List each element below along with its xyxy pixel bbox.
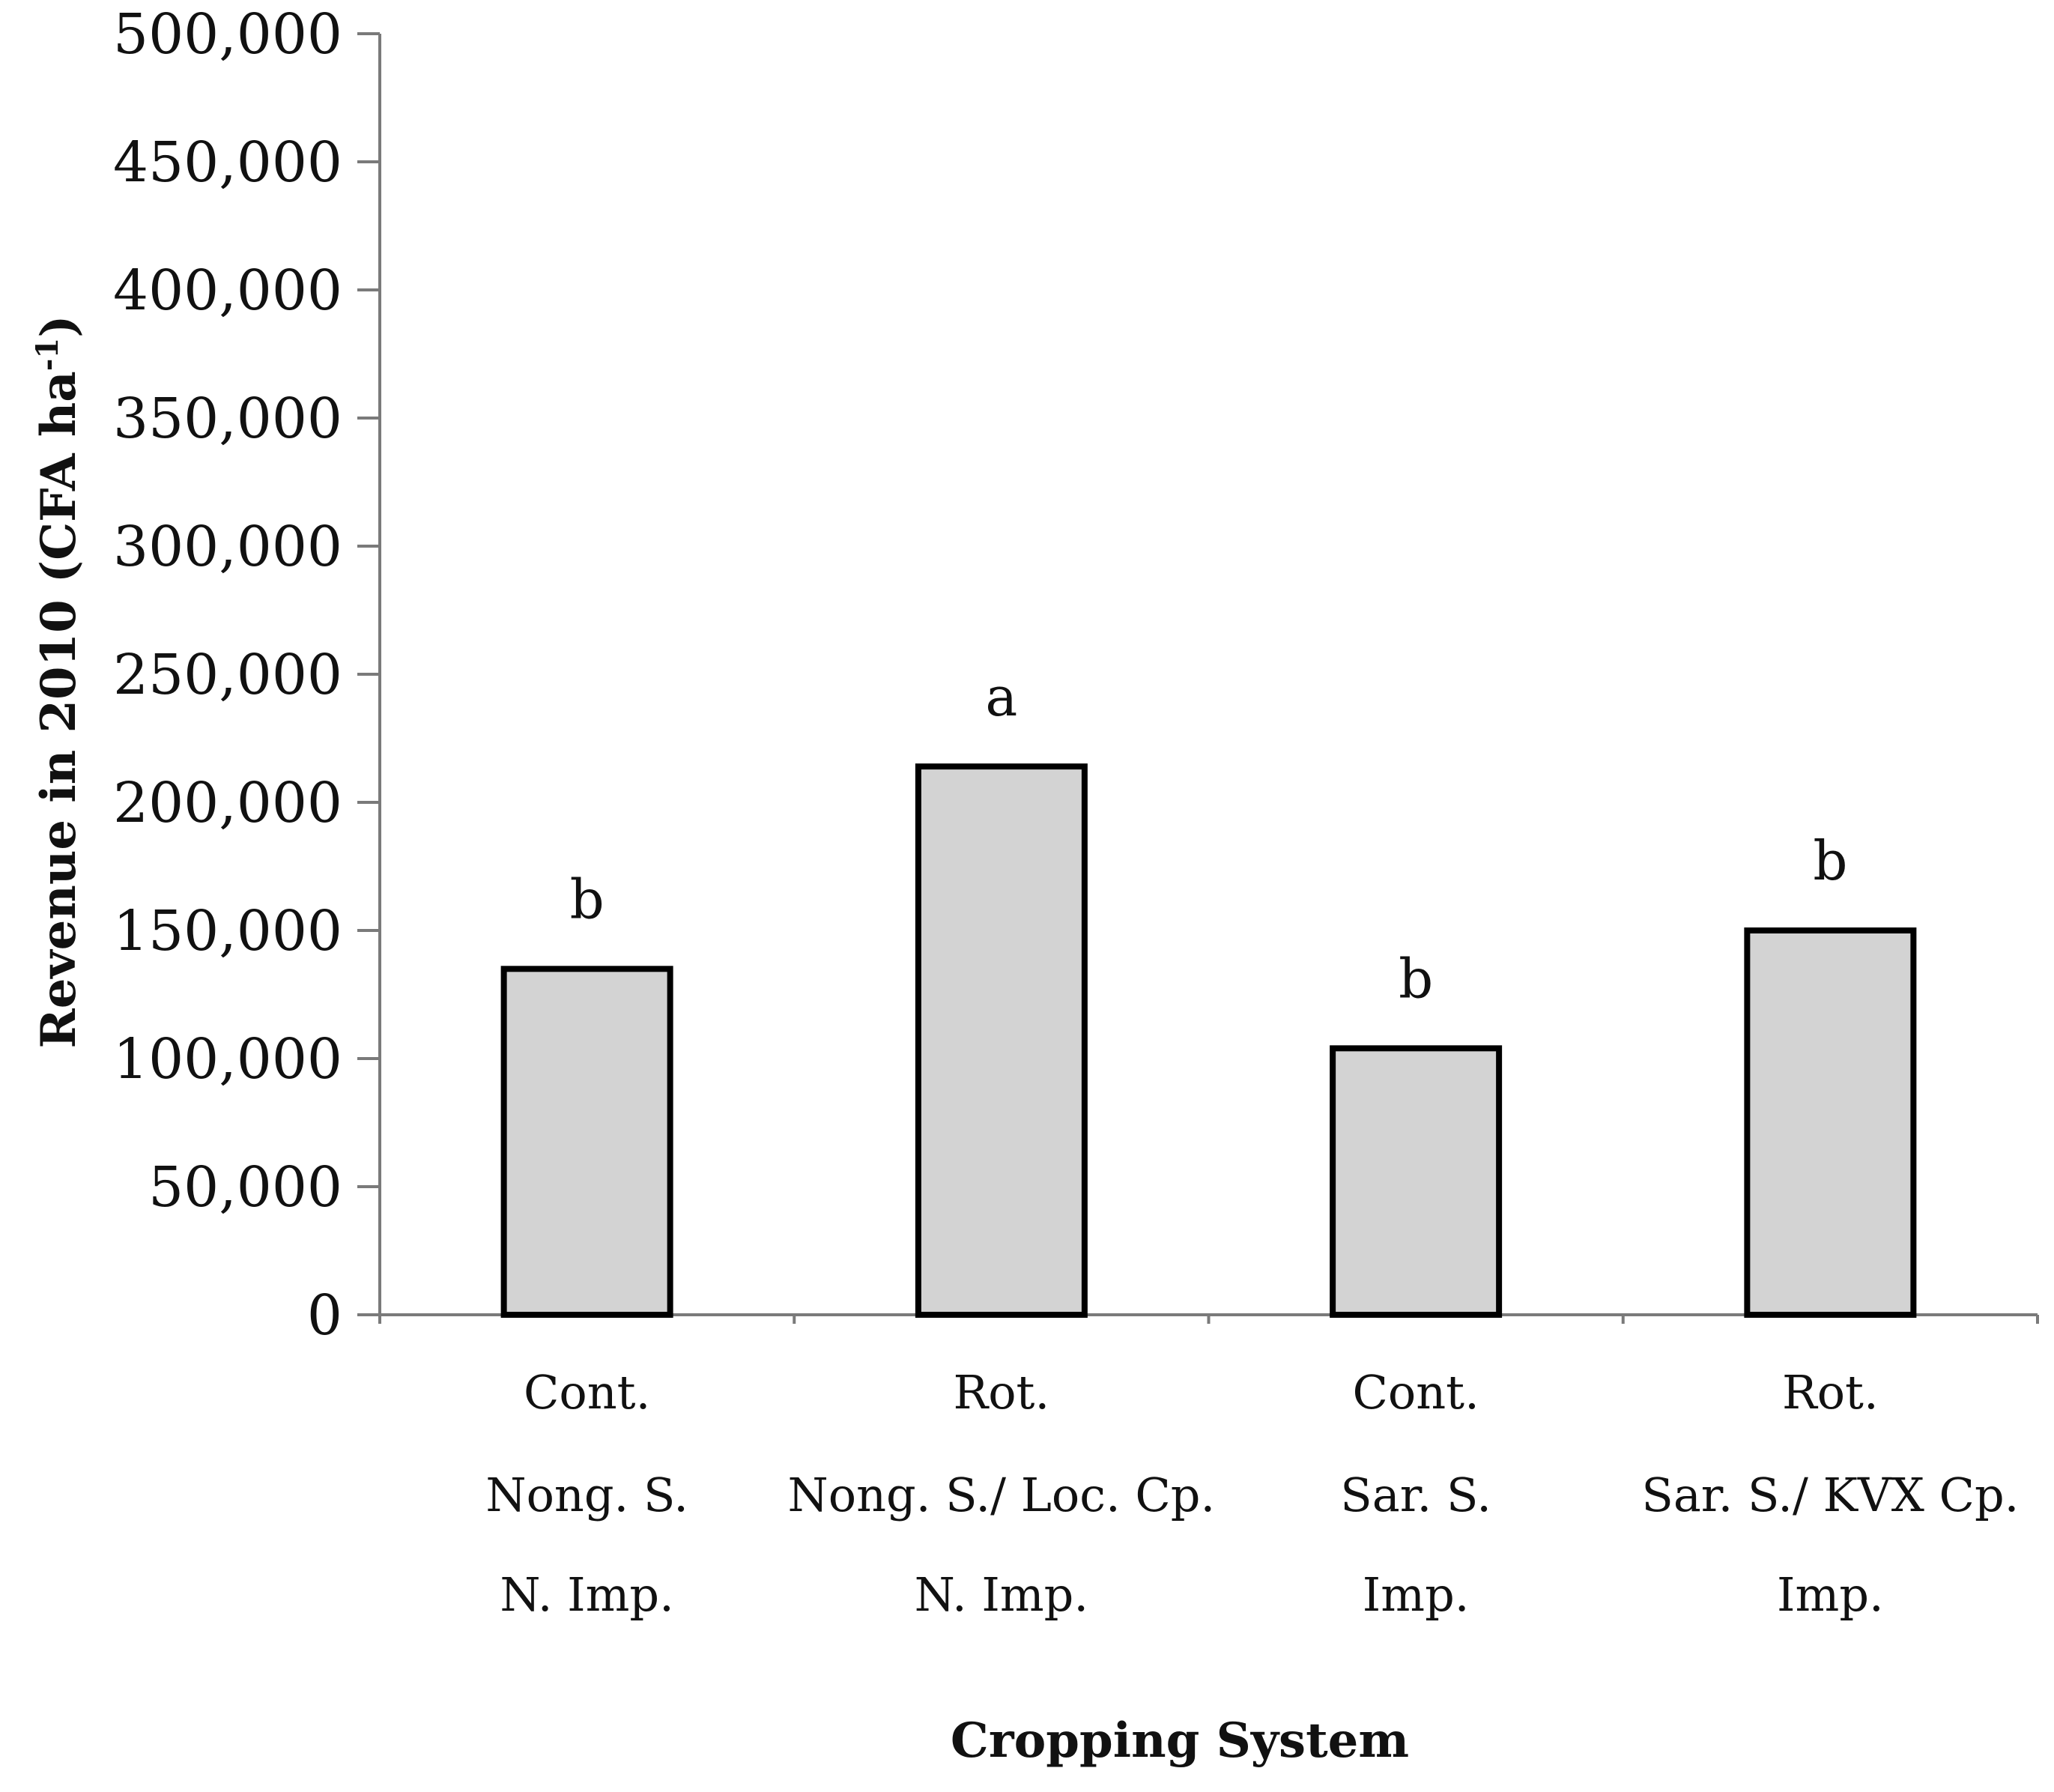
y-tick-label: 0 <box>307 1283 342 1348</box>
x-category-label: Rot. <box>954 1365 1050 1420</box>
significance-label: b <box>1813 829 1847 892</box>
x-category-label: Cont. <box>524 1365 650 1420</box>
labels: b Cont. Nong. S. N. Imp. a Rot. Nong. S./ Loc.… <box>485 665 2019 1622</box>
significance-label: b <box>1399 947 1433 1010</box>
x-category-label: Cont. <box>1352 1365 1479 1420</box>
bar <box>500 966 673 1319</box>
y-tick-label: 500,000 <box>113 2 342 67</box>
axes: 0 50,000 100,000 150,000 200,000 250,000 300,0… <box>113 2 2039 1348</box>
y-tick-label: 450,000 <box>113 130 342 195</box>
y-tick-label: 50,000 <box>148 1155 342 1220</box>
x-category-label: N. Imp. <box>915 1567 1088 1622</box>
y-tick-label: 400,000 <box>113 258 342 323</box>
x-category-label: Rot. <box>1782 1365 1879 1420</box>
y-tick-label: 250,000 <box>113 643 342 707</box>
bars <box>500 763 1917 1319</box>
y-axis-title: Revenue in 2010 (CFA ha-1) <box>30 315 88 1049</box>
bar <box>1744 927 1917 1318</box>
significance-label: a <box>985 665 1017 728</box>
y-tick-label: 200,000 <box>113 771 342 835</box>
bar <box>915 763 1088 1318</box>
y-tick-label: 300,000 <box>113 515 342 579</box>
bar <box>1330 1045 1503 1318</box>
x-category-label: Nong. S./ Loc. Cp. <box>788 1468 1216 1522</box>
y-tick-label: 100,000 <box>113 1027 342 1092</box>
x-category-label: N. Imp. <box>500 1567 673 1622</box>
x-category-label: Imp. <box>1363 1567 1470 1622</box>
x-category-label: Nong. S. <box>485 1468 688 1522</box>
y-axis-title-close: ) <box>31 315 87 338</box>
significance-label: b <box>570 868 605 930</box>
x-axis-title: Cropping System <box>951 1713 1409 1769</box>
y-tick-label: 350,000 <box>113 387 342 451</box>
x-category-label: Imp. <box>1777 1567 1884 1622</box>
x-category-label: Sar. S./ KVX Cp. <box>1641 1468 2019 1522</box>
y-axis-title-superscript: -1 <box>30 338 65 371</box>
x-category-label: Sar. S. <box>1340 1468 1491 1522</box>
y-axis-title-main: Revenue in 2010 (CFA ha <box>31 371 87 1048</box>
y-tick-label: 150,000 <box>113 899 342 963</box>
